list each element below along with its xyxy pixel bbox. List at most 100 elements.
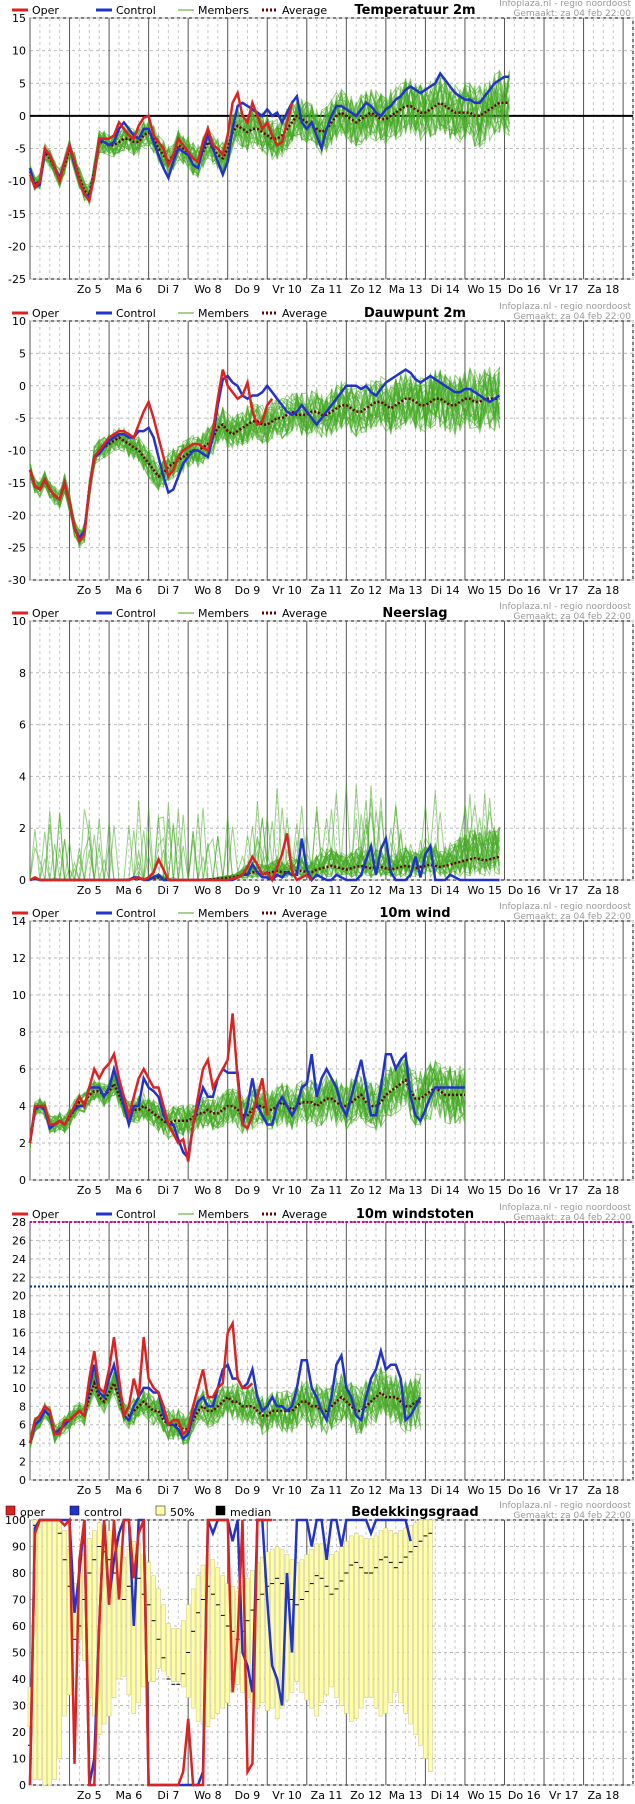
chart-title: 10m wind [379,906,450,921]
x-tick-label: Vr 17 [549,1789,579,1800]
x-tick-label: Zo 12 [350,584,382,597]
oper-legend-swatch [5,1505,16,1516]
x-tick-label: Vr 10 [272,1184,302,1197]
band-bar [92,1530,97,1717]
band-bar [131,1540,137,1714]
y-tick-label: 100 [5,1514,26,1527]
y-tick-label: 10 [12,615,26,628]
band-bar [215,1567,221,1714]
members-legend-label: Members [198,907,249,920]
y-tick-label: 90 [12,1541,26,1554]
legend: Oper Control Members Average [12,307,327,320]
oper-legend-label: Oper [32,907,59,920]
plot-area [29,620,634,881]
x-tick-label: Do 9 [235,283,261,296]
band-bar [408,1525,413,1725]
member-line [29,1373,421,1436]
x-tick-label: Do 16 [508,884,541,897]
band-bar [62,1530,67,1717]
control-line [28,71,510,200]
band-bar [418,1519,423,1746]
x-tick-label: Za 11 [311,1484,343,1497]
y-tick-label: 0 [19,380,26,393]
band-bar [383,1527,389,1714]
y-tick-label: 5 [19,347,26,360]
band-bar [334,1551,339,1698]
oper-line [28,89,294,204]
band-bar [121,1556,127,1677]
oper-line [29,833,313,883]
member-line [29,1370,421,1439]
x-tick-label: Za 18 [587,1184,619,1197]
source-label: Infoplaza.nl - regio noordoost [499,1203,631,1213]
x-tick-label: Za 18 [587,584,619,597]
x-tick-label: Wo 15 [467,1789,501,1800]
band-bar [373,1535,379,1709]
band-bar [180,1620,186,1688]
band-bar [274,1546,280,1719]
y-tick-label: 0 [19,1474,26,1487]
x-tick-label: Wo 15 [467,884,501,897]
oper-legend-label: Oper [32,4,59,17]
band-bar [42,1519,48,1786]
p50-legend-label: 50% [170,1506,194,1519]
oper-legend-label: Oper [32,307,59,320]
y-tick-label: 2 [19,1137,26,1150]
average-legend-label: Average [282,607,327,620]
band-bar [185,1604,191,1698]
y-tick-label: 8 [19,1400,26,1413]
y-tick-label: 80 [12,1567,26,1580]
x-tick-label: Za 18 [587,1789,619,1800]
x-tick-label: Ma 13 [389,283,423,296]
legend: Oper Control Members Average [12,607,327,620]
x-tick-label: Wo 15 [467,283,501,296]
y-tick-label: 12 [12,952,26,965]
average-legend-label: Average [282,1208,327,1221]
y-tick-label: 10 [12,45,26,58]
y-tick-label: 70 [12,1594,26,1607]
made-label: Gemaakt: za 04 feb 22:00 [513,1213,631,1223]
chart-title: 10m windstoten [356,1207,474,1222]
band-bar [329,1554,334,1688]
legend: Oper Control Members Average [12,907,327,920]
legend: Oper Control Members Average [12,1208,327,1221]
members-legend-label: Members [198,307,249,320]
x-tick-label: Di 14 [431,1484,460,1497]
x-tick-label: Zo 12 [350,1789,382,1800]
band-bar [363,1538,369,1698]
control-line [28,1051,465,1161]
panel-1: -25 -20 -15 -10 -5 0 5 10 15 Zo 5 Ma 6 Di 7 Wo 8 Do 9… [8,0,634,296]
members-legend-label: Members [198,4,249,17]
band-bar [378,1530,384,1717]
band-bar [166,1623,171,1677]
chart-title: Dauwpunt 2m [364,306,466,321]
band-bar [195,1575,201,1722]
band-bar [299,1559,305,1693]
x-tick-label: Wo 8 [194,884,221,897]
band-bar [190,1588,196,1709]
band-bar [339,1546,344,1706]
made-label: Gemaakt: za 04 feb 22:00 [513,1511,631,1521]
member-line [29,369,500,548]
band-bar [260,1556,265,1704]
x-tick-label: Zo 12 [350,1484,382,1497]
x-tick-label: Vr 10 [272,1484,302,1497]
x-tick-label: Wo 8 [194,1484,221,1497]
source-label: Infoplaza.nl - regio noordoost [499,902,631,912]
member-line [29,71,510,193]
member-line [29,83,510,195]
y-tick-label: 20 [12,1726,26,1739]
x-tick-label: Di 7 [157,584,179,597]
oper-line [28,369,274,544]
x-tick-label: Do 9 [235,884,261,897]
oper-legend-label: Oper [32,1208,59,1221]
y-tick-label: -5 [15,143,26,156]
x-tick-label: Za 11 [311,1789,343,1800]
x-tick-label: Ma 13 [389,1184,423,1197]
band-bar [423,1519,428,1759]
x-tick-label: Di 7 [157,283,179,296]
band-bar [319,1543,324,1704]
control-legend-swatch [69,1505,80,1516]
x-tick-label: Do 16 [508,1789,541,1800]
band-bar [57,1519,62,1759]
